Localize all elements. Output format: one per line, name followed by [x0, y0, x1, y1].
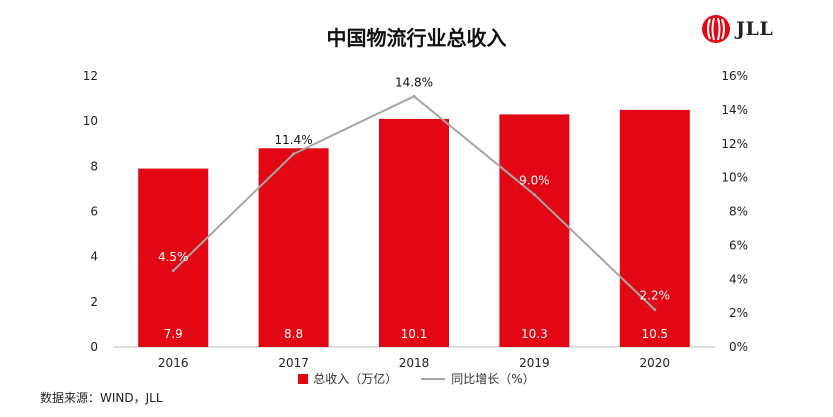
- y-right-tick-label: 4%: [729, 272, 748, 286]
- y-right-tick-label: 8%: [729, 205, 748, 219]
- y-left-tick-label: 2: [90, 295, 98, 309]
- jll-logo: JLL: [701, 12, 773, 46]
- legend-item-revenue: 总收入（万亿）: [298, 370, 397, 387]
- legend-item-growth: 同比增长（%）: [421, 370, 535, 387]
- source-note: 数据来源：WIND，JLL: [40, 391, 163, 405]
- legend: 总收入（万亿） 同比增长（%）: [0, 370, 833, 387]
- bar: [379, 118, 449, 348]
- x-tick-label: 2016: [158, 356, 189, 370]
- y-left-tick-label: 8: [90, 159, 98, 173]
- bar: [138, 168, 209, 347]
- growth-point: [653, 308, 657, 312]
- y-left-tick-label: 4: [90, 250, 98, 264]
- growth-point: [532, 193, 536, 197]
- bar-value-label: 10.5: [641, 327, 668, 341]
- y-right-tick-label: 14%: [721, 103, 748, 117]
- bar-value-label: 10.1: [401, 327, 428, 341]
- bar-value-label: 10.3: [521, 327, 548, 341]
- y-right-tick-label: 16%: [721, 69, 748, 83]
- bar: [258, 148, 329, 347]
- bar-value-label: 8.8: [284, 327, 303, 341]
- growth-value-label: 9.0%: [519, 174, 550, 188]
- legend-swatch-bar: [298, 373, 309, 384]
- growth-point: [171, 269, 175, 273]
- growth-value-label: 14.8%: [395, 75, 433, 89]
- growth-point: [292, 152, 296, 156]
- growth-value-label: 2.2%: [640, 289, 671, 303]
- y-right-tick-label: 12%: [721, 137, 748, 151]
- y-left-tick-label: 6: [90, 205, 98, 219]
- growth-value-label: 11.4%: [275, 133, 313, 147]
- x-tick-label: 2018: [399, 356, 430, 370]
- x-tick-label: 2017: [278, 356, 309, 370]
- bar: [619, 109, 690, 347]
- x-tick-label: 2019: [519, 356, 550, 370]
- legend-label-revenue: 总收入（万亿）: [313, 372, 398, 386]
- growth-point: [412, 94, 416, 98]
- y-right-tick-label: 10%: [721, 171, 748, 185]
- y-right-tick-label: 2%: [729, 306, 748, 320]
- y-right-tick-label: 6%: [729, 238, 748, 252]
- y-right-tick-label: 0%: [729, 340, 748, 354]
- logo-text: JLL: [736, 18, 774, 40]
- x-tick-label: 2020: [640, 356, 671, 370]
- jll-logo-icon: [702, 15, 730, 43]
- legend-label-growth: 同比增长（%）: [451, 372, 535, 386]
- y-left-tick-label: 12: [83, 69, 98, 83]
- legend-swatch-line: [421, 377, 446, 380]
- bar: [499, 114, 570, 348]
- y-left-tick-label: 10: [83, 114, 98, 128]
- chart-title: 中国物流行业总收入: [326, 26, 507, 50]
- y-left-tick-label: 0: [90, 340, 98, 354]
- growth-value-label: 4.5%: [158, 250, 189, 264]
- bar-value-label: 7.9: [164, 327, 183, 341]
